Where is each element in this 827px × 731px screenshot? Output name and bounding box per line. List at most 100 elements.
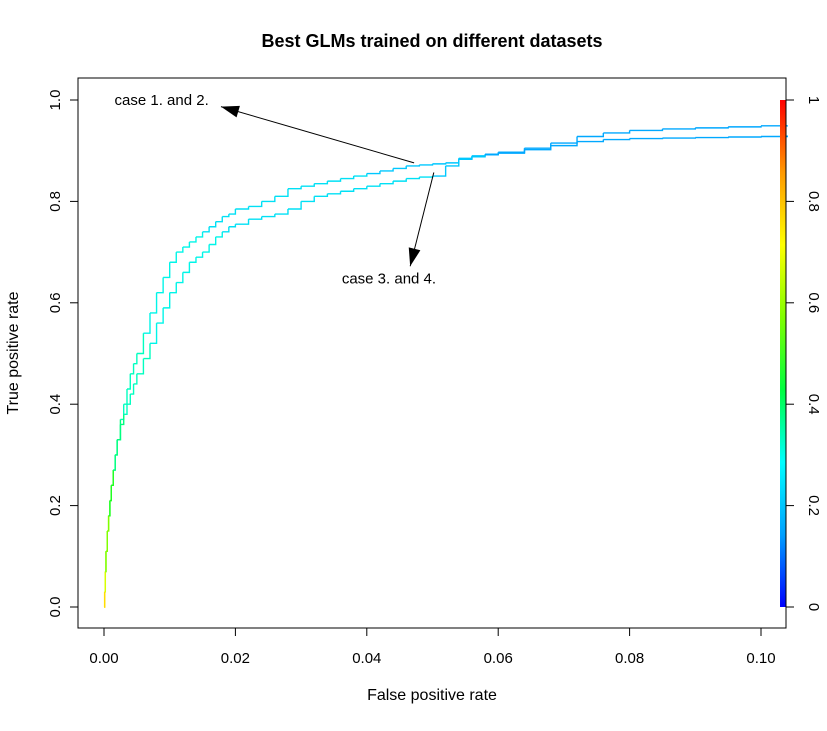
- roc-segment: [353, 173, 368, 177]
- roc-segment: [248, 216, 263, 220]
- roc-segment: [287, 186, 302, 190]
- chart-title: Best GLMs trained on different datasets: [261, 31, 602, 51]
- roc-segment: [113, 454, 116, 471]
- roc-segment: [126, 394, 131, 405]
- roc-segment: [327, 191, 342, 195]
- roc-segment: [222, 226, 230, 233]
- roc-segment: [406, 177, 421, 180]
- roc-segment: [695, 126, 729, 129]
- roc-segment: [379, 181, 394, 185]
- roc-segment: [120, 414, 125, 426]
- roc-segment: [471, 154, 486, 157]
- roc-segment: [393, 178, 407, 182]
- y-tick-label: 0.8: [47, 191, 64, 212]
- roc-segment: [728, 125, 762, 128]
- roc-segment: [209, 221, 217, 228]
- roc-segment: [163, 292, 171, 309]
- roc-segment: [228, 209, 237, 215]
- roc-segment: [577, 139, 605, 143]
- roc-segment: [340, 188, 355, 192]
- roc-segment: [379, 168, 394, 172]
- arrow-head: [220, 105, 240, 118]
- x-tick-label: 0.10: [746, 650, 775, 667]
- roc-segment: [143, 312, 151, 334]
- roc-segment: [133, 353, 138, 365]
- roc-segment: [202, 244, 210, 253]
- roc-segment: [115, 439, 118, 456]
- roc-segment: [126, 373, 131, 390]
- roc-segment: [301, 183, 315, 187]
- roc-segment: [274, 188, 289, 198]
- roc-segment: [111, 470, 114, 487]
- roc-segment: [366, 183, 381, 187]
- y-axis-label: True positive rate: [5, 291, 22, 414]
- roc-segment: [105, 530, 108, 552]
- roc-segment: [432, 162, 447, 165]
- roc-segment: [130, 363, 135, 375]
- roc-segment: [182, 241, 191, 248]
- roc-segment: [123, 388, 128, 405]
- roc-segment: [287, 201, 302, 210]
- roc-segment: [149, 323, 158, 345]
- colorbar-tick-label: 0.6: [805, 292, 822, 313]
- roc-segment: [136, 358, 145, 375]
- colorbar-gradient: [780, 100, 786, 607]
- roc-segment: [485, 152, 499, 155]
- x-tick-label: 0.02: [221, 650, 250, 667]
- roc-segment: [156, 307, 164, 324]
- roc-segment: [577, 132, 605, 138]
- y-axis: 0.0 0.2 0.4 0.6 0.8 1.0: [47, 90, 79, 617]
- roc-segment: [136, 333, 145, 355]
- arrow-line: [220, 106, 415, 164]
- roc-segment: [366, 170, 381, 175]
- roc-segment: [458, 155, 473, 160]
- roc-segment: [301, 196, 315, 203]
- roc-segment: [524, 143, 552, 149]
- x-tick-label: 0.06: [484, 650, 513, 667]
- roc-segment: [550, 141, 578, 147]
- annotation-label: case 3. and 4.: [342, 271, 436, 288]
- roc-segment: [314, 181, 329, 185]
- plot-frame: [77, 77, 787, 629]
- y-tick-label: 0.2: [47, 495, 64, 516]
- series-layer: [103, 125, 788, 608]
- roc-segment: [209, 236, 217, 246]
- roc-segment: [108, 500, 111, 517]
- roc-segment: [228, 224, 237, 228]
- series-2: [103, 135, 788, 608]
- roc-segment: [274, 209, 289, 215]
- roc-segment: [133, 373, 138, 385]
- x-tick-label: 0.00: [89, 650, 118, 667]
- x-axis: 0.00 0.02 0.04 0.06 0.08 0.10: [89, 627, 776, 667]
- colorbar-tick-label: 0: [805, 603, 822, 611]
- roc-segment: [550, 136, 578, 144]
- roc-segment: [109, 485, 112, 502]
- roc-segment: [195, 252, 204, 258]
- colorbar-tick-label: 0.8: [805, 191, 822, 212]
- roc-segment: [761, 135, 788, 138]
- roc-segment: [202, 226, 210, 233]
- roc-segment: [728, 136, 762, 138]
- roc-segment: [123, 404, 128, 416]
- roc-segment: [143, 343, 151, 360]
- roc-segment: [498, 149, 526, 154]
- colorbar-tick-label: 0.2: [805, 495, 822, 516]
- x-tick-label: 0.04: [352, 650, 381, 667]
- roc-segment: [340, 176, 355, 180]
- roc-segment: [105, 551, 107, 573]
- roc-segment: [629, 137, 664, 140]
- roc-segment: [498, 148, 526, 153]
- y-tick-label: 1.0: [47, 90, 64, 111]
- roc-segment: [445, 159, 460, 167]
- roc-segment: [169, 282, 177, 294]
- roc-segment: [176, 272, 184, 284]
- roc-segment: [445, 158, 460, 164]
- roc-segment: [261, 196, 276, 203]
- roc-segment: [176, 247, 184, 253]
- roc-segment: [163, 262, 171, 279]
- y-tick-label: 0.6: [47, 292, 64, 313]
- colorbar: 0 0.2 0.4 0.6 0.8 1: [780, 96, 822, 611]
- roc-segment: [195, 231, 204, 238]
- colorbar-tick-label: 1: [805, 96, 822, 104]
- x-axis-label: False positive rate: [367, 687, 497, 704]
